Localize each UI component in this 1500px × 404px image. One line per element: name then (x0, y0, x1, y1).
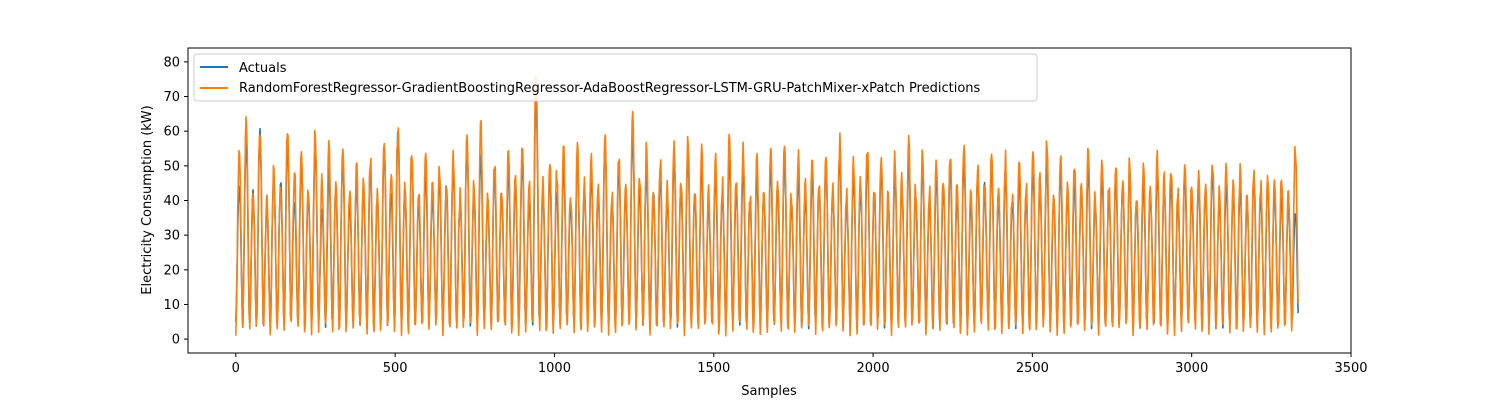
x-tick-label: 0 (232, 361, 240, 376)
x-tick-label: 1000 (538, 361, 571, 376)
legend: Actuals RandomForestRegressor-GradientBo… (193, 53, 1038, 102)
x-tick-label: 2500 (1016, 361, 1049, 376)
x-tick-label: 2000 (857, 361, 890, 376)
y-tick-label: 0 (172, 333, 180, 348)
y-tick-label: 30 (163, 229, 180, 244)
x-tick-label: 3500 (1334, 361, 1367, 376)
x-tick-label: 500 (383, 361, 408, 376)
y-tick-label: 80 (163, 55, 180, 70)
y-tick-label: 60 (163, 125, 180, 140)
x-tick-label: 1500 (697, 361, 730, 376)
y-tick-label: 70 (163, 90, 180, 105)
legend-label-predictions: RandomForestRegressor-GradientBoostingRe… (239, 81, 981, 96)
legend-box (193, 53, 1038, 102)
y-tick-label: 50 (163, 159, 180, 174)
y-tick-label: 20 (163, 263, 180, 278)
y-tick-label: 10 (163, 298, 180, 313)
x-tick-label: 3000 (1175, 361, 1208, 376)
x-axis: 0 500 1000 1500 2000 2500 3000 3500 (232, 353, 1368, 376)
y-axis-label: Electricity Consumption (kW) (140, 105, 155, 294)
series-line-predictions (235, 75, 1299, 337)
y-axis: 0 10 20 30 40 50 60 70 80 (163, 55, 188, 348)
legend-label-actuals: Actuals (239, 61, 287, 76)
x-axis-label: Samples (741, 384, 797, 399)
y-tick-label: 40 (163, 194, 180, 209)
